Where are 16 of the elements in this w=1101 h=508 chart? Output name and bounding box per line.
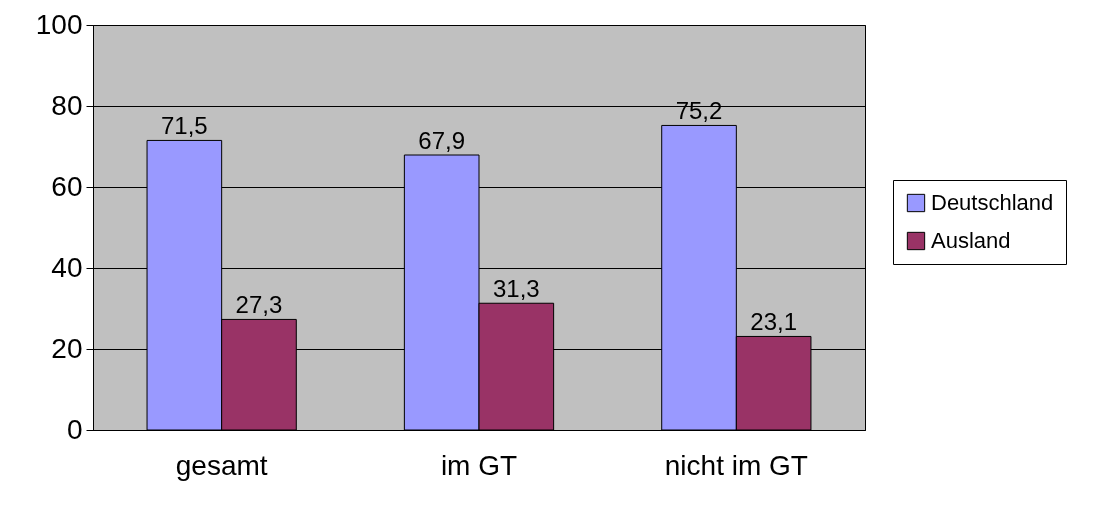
y-tick-label: 20: [51, 332, 83, 364]
y-tick-label: 0: [66, 413, 83, 445]
x-tick-label: im GT: [440, 449, 518, 481]
y-tick-label: 100: [35, 8, 83, 40]
x-tick-label: gesamt: [175, 449, 268, 481]
data-label: 67,9: [418, 127, 466, 155]
data-label: 23,1: [750, 308, 798, 336]
x-tick-label: nicht im GT: [664, 449, 808, 481]
data-label: 31,3: [492, 275, 540, 303]
data-label: 71,5: [160, 112, 208, 140]
y-tick-label: 40: [51, 251, 83, 283]
data-label: 27,3: [235, 291, 283, 319]
legend-label: Ausland: [931, 228, 1011, 253]
legend-label: Deutschland: [931, 190, 1054, 215]
y-tick-label: 80: [51, 89, 83, 121]
y-tick-label: 60: [51, 170, 83, 202]
